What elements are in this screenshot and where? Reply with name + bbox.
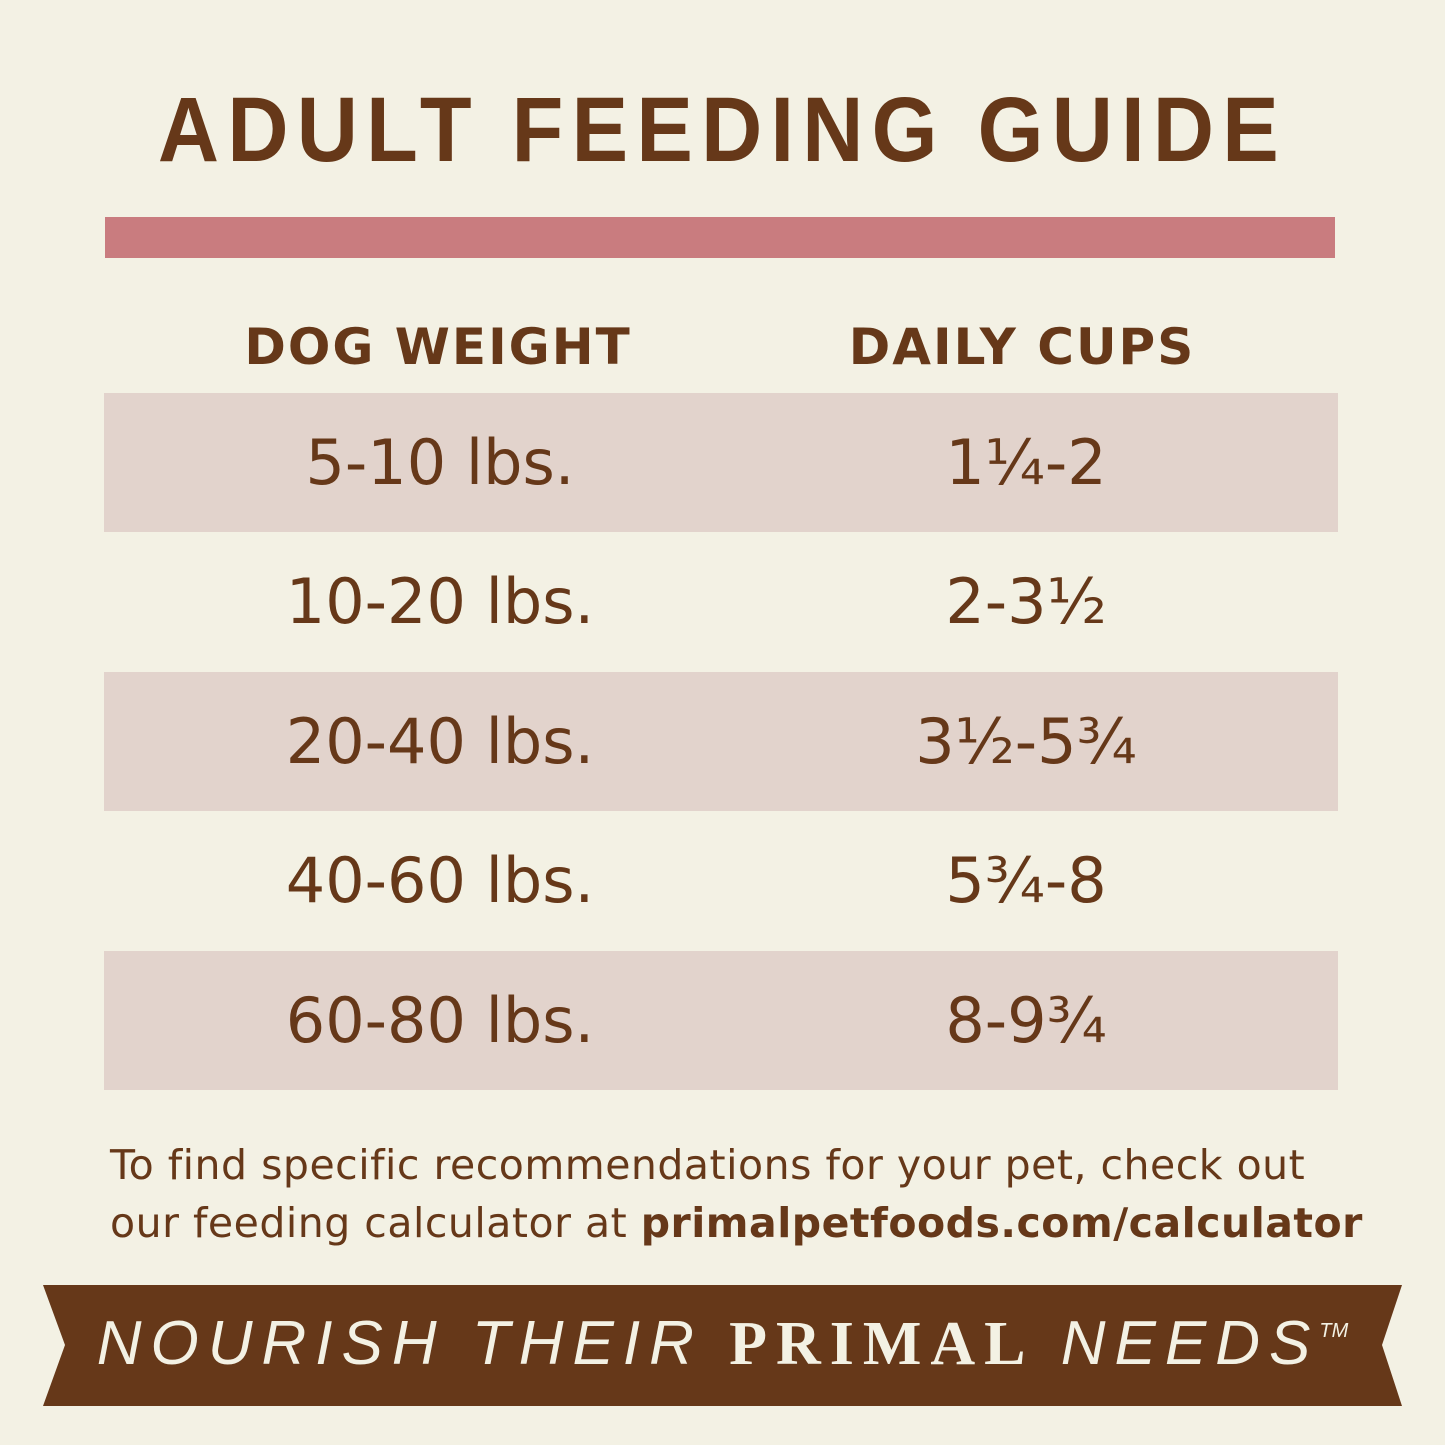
- calculator-link[interactable]: primalpetfoods.com/calculator: [640, 1199, 1363, 1247]
- header-dog-weight: DOG WEIGHT: [244, 318, 632, 376]
- cups-cell: 3½-5¾: [915, 705, 1137, 778]
- weight-cell: 20-40 lbs.: [285, 705, 595, 778]
- accent-divider: [105, 217, 1335, 258]
- cups-cell: 2-3½: [945, 565, 1107, 638]
- slogan-part-3: NEEDS: [1034, 1309, 1320, 1378]
- table-row: 40-60 lbs. 5¾-8: [104, 811, 1338, 950]
- weight-cell: 40-60 lbs.: [285, 844, 595, 917]
- slogan: NOURISH THEIR PRIMAL NEEDSTM: [0, 1308, 1445, 1380]
- weight-cell: 60-80 lbs.: [285, 984, 595, 1057]
- weight-cell: 10-20 lbs.: [285, 565, 595, 638]
- banner-ribbon-shape: [43, 1285, 1402, 1406]
- slogan-banner: [43, 1285, 1402, 1406]
- table-row: 10-20 lbs. 2-3½: [104, 532, 1338, 671]
- note-line-2: our feeding calculator at: [110, 1199, 641, 1247]
- slogan-part-1: NOURISH THEIR: [96, 1309, 730, 1378]
- header-daily-cups: DAILY CUPS: [848, 318, 1196, 376]
- cups-cell: 1¼-2: [945, 426, 1107, 499]
- calculator-note: To find specific recommendations for you…: [110, 1136, 1363, 1252]
- cups-cell: 8-9¾: [945, 984, 1107, 1057]
- trademark-mark: TM: [1319, 1320, 1349, 1342]
- weight-cell: 5-10 lbs.: [305, 426, 575, 499]
- table-row: 20-40 lbs. 3½-5¾: [104, 672, 1338, 811]
- table-row: 5-10 lbs. 1¼-2: [104, 393, 1338, 532]
- table-row: 60-80 lbs. 8-9¾: [104, 951, 1338, 1090]
- cups-cell: 5¾-8: [945, 844, 1107, 917]
- slogan-primal: PRIMAL: [729, 1310, 1035, 1378]
- note-line-1: To find specific recommendations for you…: [110, 1141, 1306, 1189]
- page-title: ADULT FEEDING GUIDE: [157, 79, 1288, 181]
